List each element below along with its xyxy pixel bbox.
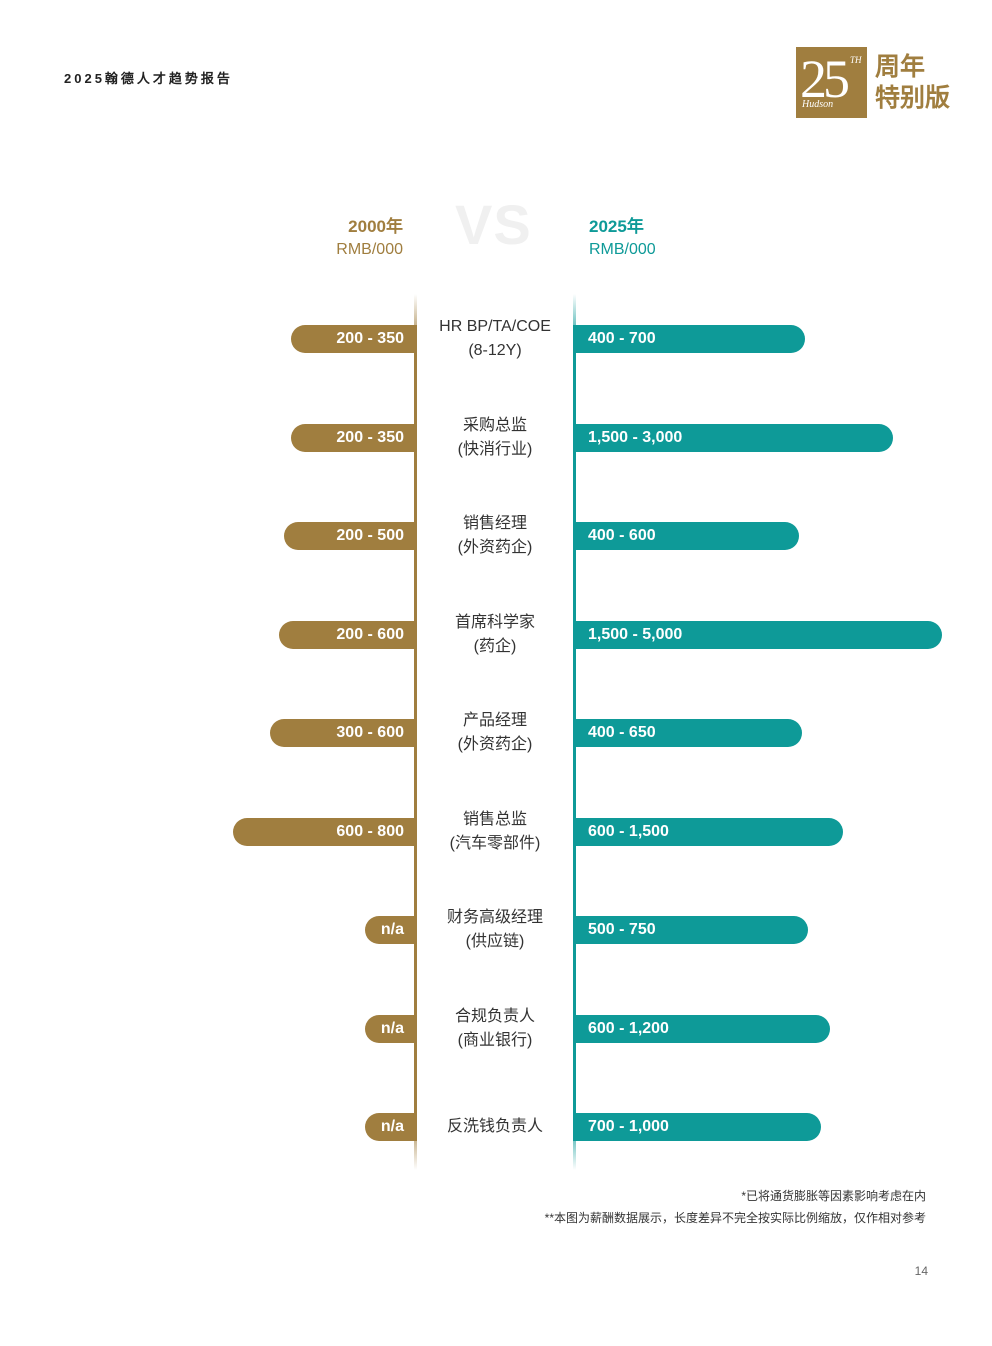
position-label-6: 财务高级经理 (供应链) bbox=[420, 906, 570, 954]
bar-2025-3: 1,500 - 5,000 bbox=[573, 621, 942, 649]
right-column-header: 2025年 RMB/000 bbox=[589, 216, 656, 262]
logo-superscript: TH bbox=[850, 55, 862, 65]
position-sector: (汽车零部件) bbox=[449, 835, 541, 852]
position-label-2: 销售经理 (外资药企) bbox=[420, 512, 570, 560]
bar-2025-5: 600 - 1,500 bbox=[573, 818, 843, 846]
bar-2025-8: 700 - 1,000 bbox=[573, 1113, 821, 1141]
bar-2000-7: n/a bbox=[365, 1015, 417, 1043]
position-label-8: 反洗钱负责人 bbox=[420, 1115, 570, 1139]
position-title: HR BP/TA/COE bbox=[439, 318, 551, 335]
right-unit: RMB/000 bbox=[589, 241, 656, 258]
bar-2000-5: 600 - 800 bbox=[233, 818, 417, 846]
anniversary-line2: 特别版 bbox=[875, 84, 951, 112]
position-title: 销售经理 bbox=[462, 515, 527, 532]
position-label-7: 合规负责人 (商业银行) bbox=[420, 1005, 570, 1053]
anniversary-line1: 周年 bbox=[875, 53, 926, 81]
position-title: 财务高级经理 bbox=[446, 909, 543, 926]
position-label-3: 首席科学家 (药企) bbox=[420, 611, 570, 659]
position-label-1: 采购总监 (快消行业) bbox=[420, 414, 570, 462]
position-sector: (外资药企) bbox=[457, 539, 533, 556]
report-title: 2025翰德人才趋势报告 bbox=[64, 71, 233, 86]
bar-2000-1: 200 - 350 bbox=[291, 424, 417, 452]
bar-2025-6: 500 - 750 bbox=[573, 916, 808, 944]
position-title: 产品经理 bbox=[462, 712, 527, 729]
position-title: 销售总监 bbox=[462, 811, 527, 828]
position-title: 采购总监 bbox=[462, 417, 527, 434]
footnote-2: **本图为薪酬数据展示，长度差异不完全按实际比例缩放，仅作相对参考 bbox=[544, 1211, 926, 1225]
bar-2000-3: 200 - 600 bbox=[279, 621, 417, 649]
position-label-5: 销售总监 (汽车零部件) bbox=[420, 808, 570, 856]
position-title: 首席科学家 bbox=[454, 614, 535, 631]
bar-2025-1: 1,500 - 3,000 bbox=[573, 424, 893, 452]
bar-2025-2: 400 - 600 bbox=[573, 522, 799, 550]
right-year: 2025年 bbox=[589, 217, 644, 236]
position-title: 合规负责人 bbox=[454, 1008, 535, 1025]
anniversary-text: 周年 特别版 bbox=[875, 52, 955, 114]
footnote-1: *已将通货膨胀等因素影响考虑在内 bbox=[741, 1189, 926, 1203]
position-label-4: 产品经理 (外资药企) bbox=[420, 709, 570, 757]
position-title: 反洗钱负责人 bbox=[446, 1118, 543, 1135]
bar-2000-0: 200 - 350 bbox=[291, 325, 417, 353]
bar-2000-8: n/a bbox=[365, 1113, 417, 1141]
bar-2000-2: 200 - 500 bbox=[284, 522, 417, 550]
position-sector: (药企) bbox=[473, 638, 517, 655]
left-year: 2000年 bbox=[348, 217, 403, 236]
vs-text: VS bbox=[455, 193, 532, 256]
logo-number: 25 bbox=[800, 49, 850, 109]
bar-2025-4: 400 - 650 bbox=[573, 719, 802, 747]
bar-2025-7: 600 - 1,200 bbox=[573, 1015, 830, 1043]
left-unit: RMB/000 bbox=[336, 241, 403, 258]
footnotes: *已将通货膨胀等因素影响考虑在内 **本图为薪酬数据展示，长度差异不完全按实际比… bbox=[545, 1185, 926, 1229]
position-label-0: HR BP/TA/COE (8-12Y) bbox=[420, 315, 570, 363]
position-sector: (快消行业) bbox=[457, 441, 533, 458]
position-sector: (供应链) bbox=[465, 933, 525, 950]
position-sector: (8-12Y) bbox=[468, 342, 522, 359]
bar-2000-6: n/a bbox=[365, 916, 417, 944]
anniversary-logo: 25 TH Hudson bbox=[796, 47, 867, 118]
logo-brand: Hudson bbox=[802, 99, 834, 110]
position-sector: (外资药企) bbox=[457, 736, 533, 753]
page-number: 14 bbox=[914, 1264, 928, 1278]
left-column-header: 2000年 RMB/000 bbox=[336, 216, 403, 262]
bar-2025-0: 400 - 700 bbox=[573, 325, 805, 353]
bar-2000-4: 300 - 600 bbox=[270, 719, 417, 747]
position-sector: (商业银行) bbox=[457, 1032, 533, 1049]
